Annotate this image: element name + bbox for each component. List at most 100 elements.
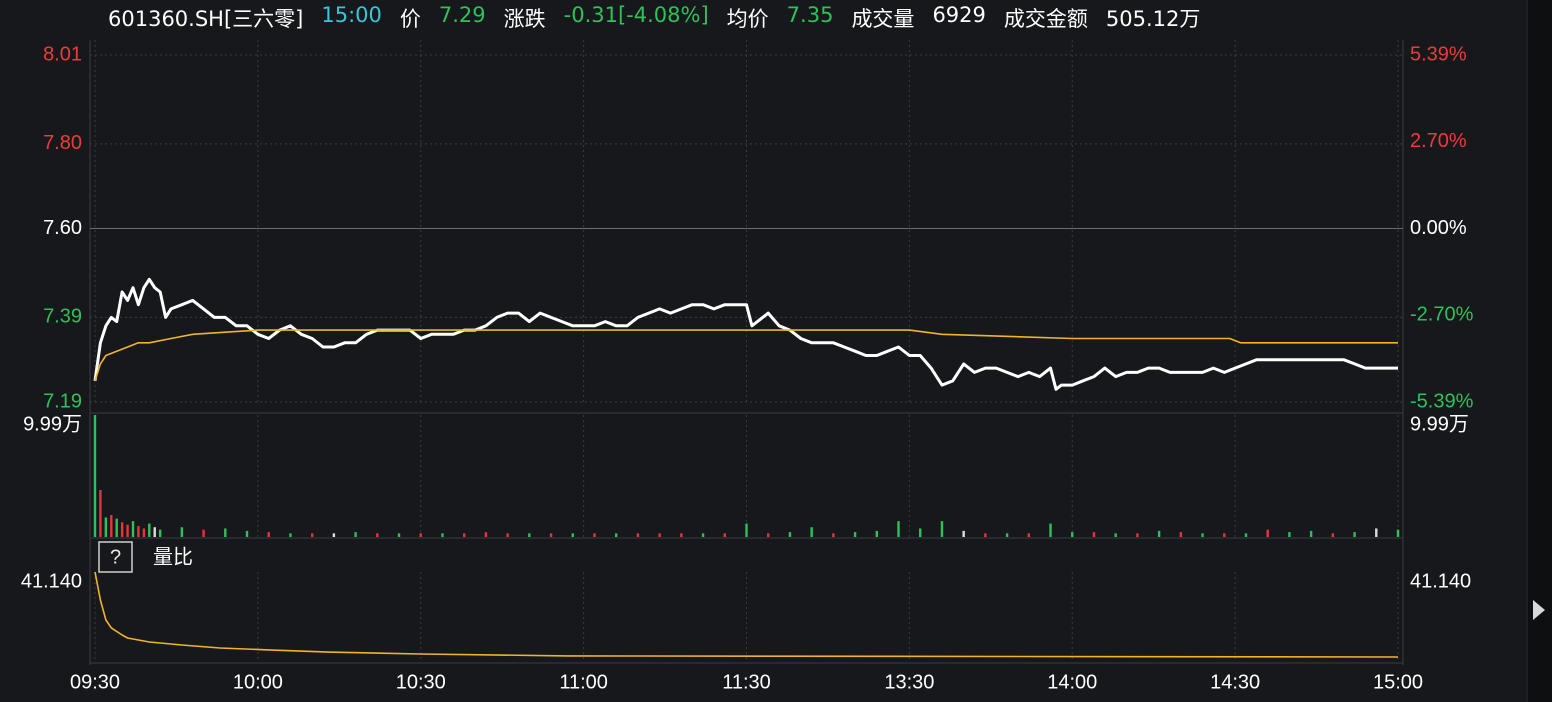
volume-bar <box>267 532 270 537</box>
header-item: 7.29 <box>438 3 486 27</box>
volume-bar <box>506 533 509 537</box>
volume-bar <box>224 528 227 537</box>
volume-bar <box>745 523 748 537</box>
header-item: 601360.SH[三六零] <box>108 7 304 31</box>
volume-bar <box>810 527 813 537</box>
y-tick-label: 41.140 <box>21 570 82 592</box>
header-item: 成交量 <box>851 7 915 31</box>
header-item: 涨跌 <box>503 7 546 31</box>
volume-bar <box>1005 533 1009 537</box>
volume-bar <box>919 528 922 537</box>
y2-tick-label: -5.39% <box>1410 390 1474 412</box>
y-tick-label-right: 41.140 <box>1410 570 1471 592</box>
volume-bar <box>376 533 379 537</box>
volume-bar <box>767 533 770 537</box>
volume-bar <box>99 489 102 537</box>
y-tick-label: 9.99万 <box>23 413 82 435</box>
volume-bar <box>110 515 113 537</box>
volume-bar <box>636 533 640 537</box>
quote-header: 601360.SH[三六零] 15:00 价 7.29 涨跌 -0.31[-4.08%] 均… <box>108 3 1200 35</box>
volume-bar <box>148 523 151 537</box>
volume-bar <box>310 533 314 537</box>
y2-tick-label: 0.00% <box>1410 217 1467 239</box>
y-tick-label: 7.60 <box>43 217 82 239</box>
volume-bar <box>528 533 531 537</box>
volume-bar <box>1114 533 1117 537</box>
volume-bar <box>723 533 726 537</box>
x-tick-label: 14:00 <box>1047 671 1097 693</box>
volume-bar <box>1092 532 1096 537</box>
series-line <box>94 329 1398 382</box>
help-icon[interactable]: ? <box>110 546 121 568</box>
volume-bar <box>1049 523 1052 537</box>
volume-bar <box>1136 533 1139 537</box>
y2-tick-label: 2.70% <box>1410 130 1467 152</box>
volume-bar <box>131 521 135 537</box>
volume-bar <box>354 532 357 537</box>
volume-bar <box>332 533 336 537</box>
x-tick-label: 10:30 <box>396 671 446 693</box>
volume-bar <box>1201 533 1204 537</box>
x-tick-label: 09:30 <box>70 671 120 693</box>
volume-bar <box>115 518 118 537</box>
x-tick-label: 11:30 <box>722 671 771 693</box>
volume-bar <box>484 532 488 537</box>
expand-arrow[interactable] <box>1533 600 1545 620</box>
header-item: 成交金额 <box>1003 7 1088 31</box>
volume-bar <box>153 527 156 537</box>
volume-bar <box>120 522 124 537</box>
volume-bar <box>962 530 965 537</box>
header-item: 7.35 <box>786 3 834 27</box>
volume-bar <box>397 533 401 537</box>
header-item: -0.31[-4.08%] <box>563 3 709 27</box>
volume-bar <box>1331 533 1335 537</box>
volume-bar <box>984 533 987 537</box>
volume-bar <box>701 533 705 537</box>
y-tick-label: 7.19 <box>43 390 82 412</box>
volume-bar <box>875 530 878 537</box>
volume-bar <box>1179 532 1183 537</box>
x-tick-label: 14:30 <box>1210 671 1260 693</box>
volume-bar <box>1375 528 1378 537</box>
y2-tick-label: 5.39% <box>1410 43 1467 65</box>
volume-bar <box>126 524 129 537</box>
volume-bar <box>658 533 661 537</box>
x-tick-label: 13:30 <box>884 671 934 693</box>
volume-bar <box>1071 532 1074 537</box>
x-tick-label: 15:00 <box>1373 671 1423 693</box>
series-line <box>94 571 1399 658</box>
volume-bar <box>142 528 146 537</box>
indicator-title: 量比 <box>153 545 193 568</box>
volume-bar <box>441 533 444 537</box>
volume-bar <box>1309 530 1313 537</box>
help-icon-box[interactable] <box>98 541 133 573</box>
volume-bar <box>180 527 184 537</box>
sidebar <box>1527 0 1552 702</box>
volume-bar <box>832 533 835 537</box>
x-tick-label: 11:00 <box>559 671 608 693</box>
volume-bar <box>1288 532 1291 537</box>
volume-bar <box>462 533 466 537</box>
header-item: 均价 <box>726 7 769 31</box>
volume-bar <box>1244 533 1248 537</box>
volume-bar <box>1223 533 1226 537</box>
volume-bar <box>788 532 792 537</box>
volume-bar <box>1027 533 1031 537</box>
header-item: 价 <box>399 7 421 31</box>
y-tick-label: 8.01 <box>43 43 82 65</box>
volume-bar <box>419 533 422 537</box>
volume-bar <box>137 526 140 537</box>
y-tick-label: 7.39 <box>43 306 82 328</box>
volume-bar <box>549 533 553 537</box>
x-tick-label: 10:00 <box>233 671 283 693</box>
volume-bar <box>853 532 857 537</box>
volume-bar <box>93 415 97 537</box>
header-item: 15:00 <box>321 3 382 27</box>
volume-bar <box>158 529 162 537</box>
y-tick-label: 7.80 <box>43 132 82 154</box>
volume-bar <box>897 521 900 537</box>
volume-bar <box>615 533 618 537</box>
volume-bar <box>940 521 944 537</box>
